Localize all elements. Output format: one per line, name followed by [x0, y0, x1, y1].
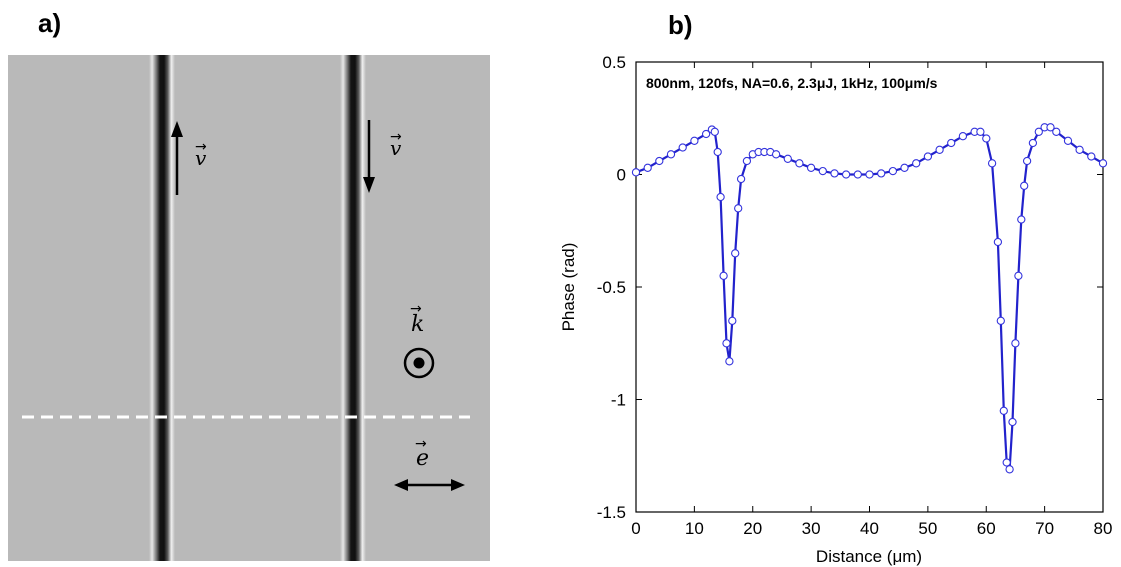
data-point [976, 127, 985, 136]
velocity-left-label: v → [195, 139, 207, 170]
x-tick-label: 30 [802, 519, 821, 538]
svg-text:→: → [415, 436, 427, 452]
data-point [982, 134, 991, 143]
data-point [1002, 458, 1011, 467]
data-point [888, 166, 898, 176]
x-axis-label: Distance (μm) [816, 547, 922, 566]
velocity-up-arrow-icon [171, 121, 183, 195]
data-point [783, 154, 792, 163]
data-point [996, 316, 1005, 325]
y-tick-label: -0.5 [597, 278, 626, 297]
x-tick-label: 10 [685, 519, 704, 538]
data-point [716, 192, 725, 202]
plot-frame [635, 61, 1104, 513]
wavevector-label: k → [410, 301, 424, 337]
x-tick-label: 50 [918, 519, 937, 538]
data-point [1017, 215, 1026, 224]
data-point [935, 145, 944, 154]
data-point [1014, 271, 1023, 280]
data-point [1022, 156, 1032, 166]
data-point [631, 168, 641, 177]
data-point [713, 147, 722, 157]
data-point [719, 271, 728, 280]
x-tick-label: 60 [977, 519, 996, 538]
x-tick-label: 20 [743, 519, 762, 538]
panel-a-label: a) [38, 8, 62, 38]
svg-text:v: v [195, 146, 207, 170]
polarization-double-arrow-icon [394, 479, 465, 491]
data-point [1087, 152, 1096, 161]
data-point [643, 163, 652, 172]
data-point [1008, 417, 1017, 427]
data-point [678, 143, 687, 152]
data-point [736, 174, 746, 184]
data-point [830, 169, 839, 178]
data-point [993, 237, 1003, 247]
svg-text:k: k [411, 312, 424, 337]
data-point [1098, 159, 1108, 168]
data-point [1005, 465, 1014, 474]
laser-track-left [149, 55, 175, 561]
svg-text:v: v [390, 136, 402, 160]
data-point [806, 163, 816, 172]
x-tick-label: 80 [1094, 519, 1113, 538]
svg-text:→: → [390, 129, 402, 145]
data-point [1028, 138, 1038, 148]
svg-text:→: → [410, 301, 422, 317]
out-of-plane-symbol-icon [403, 347, 435, 379]
data-point [818, 166, 827, 176]
data-point [923, 152, 933, 161]
data-point [795, 159, 804, 168]
data-point [958, 132, 968, 141]
data-point [690, 136, 699, 145]
data-point [947, 138, 956, 148]
series-line [635, 126, 1104, 471]
data-point [877, 169, 886, 178]
chart-title: 800nm, 120fs, NA=0.6, 2.3μJ, 1kHz, 100μm… [646, 75, 938, 91]
microscope-image: v → v → k → e → [8, 55, 490, 561]
data-point [1034, 127, 1043, 136]
data-point [728, 316, 737, 325]
data-point [999, 406, 1008, 415]
data-point [1020, 181, 1029, 190]
panel-b-label: b) [668, 10, 693, 40]
laser-track-right [340, 55, 366, 561]
data-point [1063, 136, 1073, 145]
polarization-label: e → [415, 436, 429, 471]
y-tick-label: 0 [617, 166, 626, 185]
data-point [1011, 339, 1020, 348]
y-tick-label: 0.5 [602, 53, 626, 72]
y-tick-label: -1 [611, 391, 626, 410]
data-point [865, 170, 874, 179]
data-point [912, 159, 921, 168]
data-point [841, 170, 851, 179]
data-point [722, 339, 731, 348]
y-axis-label: Phase (rad) [560, 243, 578, 332]
data-point [1046, 123, 1055, 132]
data-point [710, 127, 719, 136]
data-point [900, 163, 909, 172]
x-tick-label: 70 [1035, 519, 1054, 538]
data-point [666, 150, 676, 159]
phase-chart: 800nm, 120fs, NA=0.6, 2.3μJ, 1kHz, 100μm… [560, 40, 1121, 567]
data-point [771, 150, 781, 159]
x-tick-label: 0 [631, 519, 640, 538]
data-point [987, 159, 997, 168]
data-point [725, 357, 734, 366]
data-point [742, 156, 752, 166]
data-point [731, 249, 740, 258]
svg-text:→: → [195, 139, 207, 155]
x-tick-label: 40 [860, 519, 879, 538]
data-point [701, 129, 711, 139]
velocity-right-label: v → [390, 129, 402, 160]
data-point [734, 204, 743, 213]
data-point [853, 170, 862, 179]
data-point [1075, 145, 1084, 154]
velocity-down-arrow-icon [363, 120, 375, 193]
data-point [655, 156, 664, 166]
svg-text:e: e [416, 446, 429, 471]
y-tick-label: -1.5 [597, 503, 626, 522]
data-point [1052, 127, 1061, 136]
